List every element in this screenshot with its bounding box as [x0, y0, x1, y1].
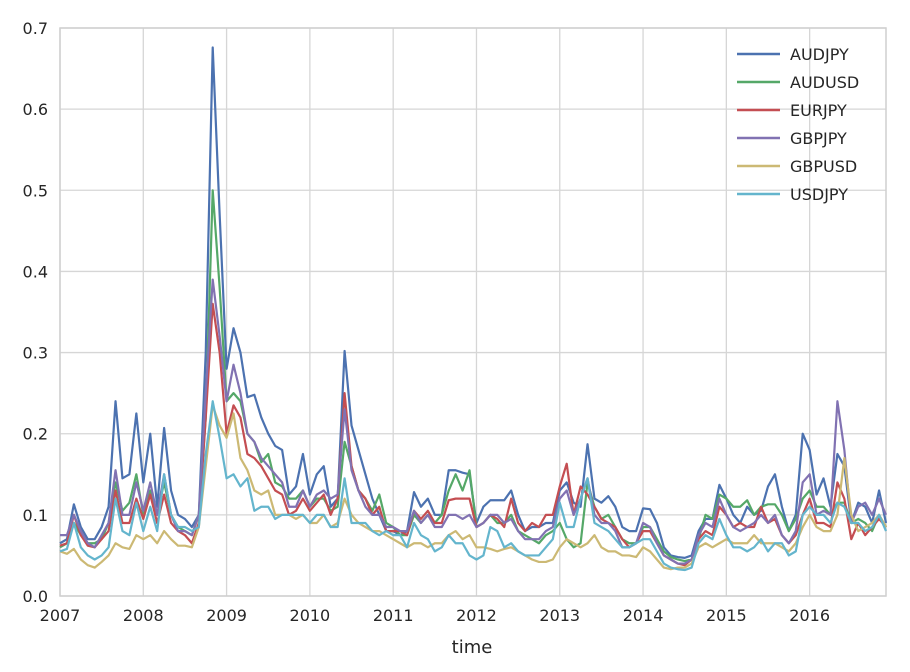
series-line-gbpusd	[59, 404, 887, 571]
legend-label-gbpjpy: GBPJPY	[790, 129, 847, 148]
x-tick-label: 2014	[623, 606, 664, 625]
y-tick-label: 0.2	[23, 425, 48, 444]
x-tick-label: 2011	[373, 606, 414, 625]
y-tick-label: 0.1	[23, 506, 48, 525]
grid	[59, 27, 886, 597]
y-tick-label: 0.5	[23, 181, 48, 200]
x-tick-label: 2016	[789, 606, 830, 625]
series-layer	[59, 46, 888, 572]
x-axis-title: time	[452, 637, 493, 658]
y-tick-label: 0.7	[23, 19, 48, 38]
y-tick-label: 0.6	[23, 100, 48, 119]
plot-area-frame	[59, 27, 887, 597]
x-tick-label: 2009	[206, 606, 247, 625]
legend: AUDJPY AUDUSD EURJPY GBPJPY GBPUSD USDJPY	[737, 45, 859, 204]
y-tick-label: 0.3	[23, 344, 48, 363]
legend-label-usdjpy: USDJPY	[790, 185, 848, 204]
x-tick-label: 2010	[290, 606, 331, 625]
x-tick-label: 2013	[539, 606, 580, 625]
y-axis-ticks: 0.0 0.1 0.2 0.3 0.4 0.5 0.6 0.7	[23, 19, 48, 606]
legend-label-gbpusd: GBPUSD	[790, 157, 857, 176]
legend-label-audusd: AUDUSD	[790, 73, 859, 92]
series-line-gbpjpy	[60, 278, 888, 565]
x-tick-label: 2007	[40, 606, 81, 625]
x-tick-label: 2012	[456, 606, 497, 625]
plot-border	[59, 27, 887, 597]
legend-label-eurjpy: EURJPY	[790, 101, 847, 120]
x-tick-label: 2008	[123, 606, 164, 625]
y-tick-label: 0.4	[23, 262, 48, 281]
x-tick-label: 2015	[706, 606, 747, 625]
series-line-usdjpy	[59, 400, 888, 572]
y-tick-label: 0.0	[23, 587, 48, 606]
legend-label-audjpy: AUDJPY	[790, 45, 849, 64]
x-axis-ticks: 2007 2008 2009 2010 2011 2012 2013 2014 2015 2016	[40, 606, 830, 625]
